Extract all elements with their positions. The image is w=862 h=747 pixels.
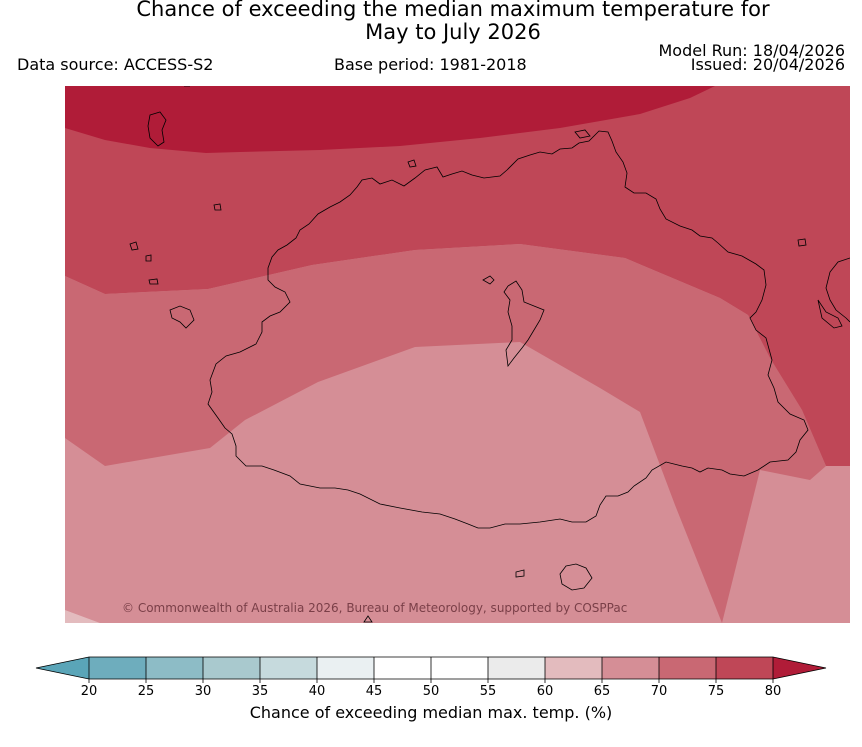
islet-west-2 bbox=[129, 241, 139, 251]
northwest-island-coastline bbox=[147, 111, 167, 147]
islet-north-1 bbox=[574, 129, 591, 139]
south-island-coastline bbox=[559, 563, 593, 591]
coastline bbox=[129, 86, 850, 623]
colorbar-tick-label: 45 bbox=[366, 684, 383, 699]
colorbar-tick-label: 30 bbox=[195, 684, 212, 699]
region-north-top bbox=[65, 86, 715, 153]
colorbar-tick-label: 60 bbox=[537, 684, 554, 699]
colorbar-cells bbox=[36, 657, 826, 679]
islet-west-1 bbox=[213, 203, 222, 211]
colorbar-tick-label: 80 bbox=[765, 684, 782, 699]
colorbar-tick-label: 65 bbox=[594, 684, 611, 699]
west-island-coastline bbox=[169, 305, 195, 329]
colorbar-cell bbox=[659, 657, 717, 679]
colorbar-cell bbox=[716, 657, 774, 679]
islet-west-4 bbox=[148, 278, 159, 285]
model-run-label: Model Run: 18/04/2026 bbox=[658, 41, 846, 60]
colorbar-cell bbox=[89, 657, 147, 679]
colorbar-cell bbox=[431, 657, 489, 679]
islet-south-2 bbox=[363, 615, 373, 623]
colorbar-tick-label: 25 bbox=[138, 684, 155, 699]
islet-north-2 bbox=[407, 159, 417, 168]
colorbar-cell bbox=[317, 657, 375, 679]
colorbar-extension-high bbox=[773, 657, 826, 679]
colorbar-cell bbox=[260, 657, 318, 679]
colorbar-label: Chance of exceeding median max. temp. (%… bbox=[249, 703, 613, 722]
islet-south-1 bbox=[515, 569, 525, 578]
region-north bbox=[65, 86, 850, 466]
colorbar-tick-label: 35 bbox=[252, 684, 269, 699]
issued-label: Issued: 20/04/2026 bbox=[690, 55, 845, 74]
colorbar-cell bbox=[488, 657, 546, 679]
map-panel: © Commonwealth of Australia 2026, Bureau… bbox=[65, 86, 850, 623]
colorbar-tick-label: 70 bbox=[651, 684, 668, 699]
base-period-label: Base period: 1981-2018 bbox=[334, 55, 527, 74]
small-islet-central-north bbox=[482, 275, 495, 285]
central-island-coastline bbox=[503, 280, 545, 368]
region-far-south-overlay bbox=[65, 610, 100, 623]
colorbar-cell bbox=[602, 657, 660, 679]
region-south-overlay bbox=[65, 342, 722, 623]
islet-west-3 bbox=[145, 254, 152, 262]
colorbar-tick-label: 40 bbox=[309, 684, 326, 699]
copyright-notice: © Commonwealth of Australia 2026, Bureau… bbox=[122, 601, 627, 615]
colorbar-tick-label: 75 bbox=[708, 684, 725, 699]
colorbar-cell bbox=[545, 657, 603, 679]
map-title-line2: May to July 2026 bbox=[365, 20, 541, 44]
colorbar-ticks: 20 25 30 35 40 45 50 55 60 65 70 75 80 bbox=[81, 657, 782, 699]
east-island-coastline bbox=[825, 257, 850, 323]
colorbar-extension-low bbox=[36, 657, 89, 679]
map-title-line1: Chance of exceeding the median maximum t… bbox=[136, 0, 770, 21]
main-island-coastline bbox=[207, 130, 809, 529]
colorbar: 20 25 30 35 40 45 50 55 60 65 70 75 80 bbox=[35, 656, 827, 699]
map-title: Chance of exceeding the median maximum t… bbox=[0, 0, 862, 44]
data-source-label: Data source: ACCESS-S2 bbox=[17, 55, 214, 74]
colorbar-tick-label: 20 bbox=[81, 684, 98, 699]
colorbar-tick-label: 50 bbox=[423, 684, 440, 699]
colorbar-cell bbox=[146, 657, 204, 679]
east-island-coastline-2 bbox=[817, 299, 843, 329]
islet-east-1 bbox=[797, 238, 807, 247]
colorbar-cell bbox=[203, 657, 261, 679]
colorbar-cell bbox=[374, 657, 432, 679]
colorbar-tick-label: 55 bbox=[480, 684, 497, 699]
